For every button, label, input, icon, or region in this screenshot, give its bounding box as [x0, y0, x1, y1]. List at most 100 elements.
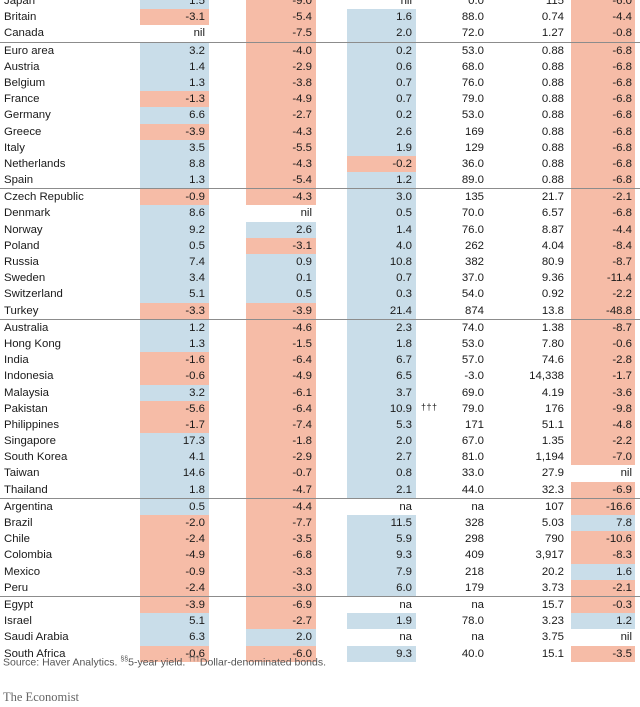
currency-change-cell: -7.0 — [571, 449, 635, 466]
currency-change-cell: 7.8 — [571, 515, 635, 532]
bond-yield-cell: 3.0 — [347, 189, 416, 206]
country-name: Egypt — [4, 598, 34, 611]
currency-change-cell: -3.6 — [571, 384, 635, 401]
currency-rate-cell: 27.9 — [541, 467, 564, 480]
budget-balance-cell: -4.4 — [246, 498, 316, 515]
currency-rate-cell: 3.23 — [541, 615, 564, 628]
current-account-cell: -2.4 — [140, 531, 209, 548]
current-account-cell: -3.1 — [140, 9, 209, 26]
country-name: Czech Republic — [4, 191, 84, 204]
table-row: Germany 6.6 -2.7 0.2 53.0 0.88 -6.8 — [0, 107, 640, 124]
current-account-cell: -0.6 — [140, 645, 209, 662]
table-row: Brazil -2.0 -7.7 11.5 328 5.03 7.8 — [0, 515, 640, 532]
table-row: Sweden 3.4 0.1 0.7 37.0 9.36 -11.4 — [0, 270, 640, 287]
current-account-cell: 6.3 — [140, 629, 209, 646]
budget-balance-cell: -4.7 — [246, 481, 316, 498]
table-row: South Korea 4.1 -2.9 2.7 81.0 1,194 -7.0 — [0, 449, 640, 466]
table-row: Malaysia 3.2 -6.1 3.7 69.0 4.19 -3.6 — [0, 384, 640, 401]
country-name: Peru — [4, 581, 29, 594]
current-account-cell: 8.6 — [140, 205, 209, 222]
bond-yield-cell: 5.3 — [347, 416, 416, 434]
bond-yield-cell: 4.0 — [347, 237, 416, 254]
bond-spread-cell: 76.0 — [461, 223, 484, 236]
currency-change-cell: -11.4 — [571, 270, 635, 287]
bond-spread-cell: 78.0 — [461, 615, 484, 628]
bond-spread-cell: 70.0 — [461, 207, 484, 220]
table-row: Norway 9.2 2.6 1.4 76.0 8.87 -4.4 — [0, 221, 640, 238]
budget-balance-cell: -3.0 — [246, 579, 316, 596]
bond-yield-cell: 0.3 — [347, 286, 416, 303]
bond-spread-cell: 68.0 — [461, 60, 484, 73]
current-account-cell: 1.4 — [140, 58, 209, 75]
currency-rate-cell: 0.88 — [541, 109, 564, 122]
bond-yield-cell: 0.7 — [347, 270, 416, 287]
currency-rate-cell: 0.88 — [541, 76, 564, 89]
budget-balance-cell: -4.0 — [246, 42, 316, 59]
bond-spread-cell: 76.0 — [461, 76, 484, 89]
country-name: Canada — [4, 27, 44, 40]
table-row: Singapore 17.3 -1.8 2.0 67.0 1.35 -2.2 — [0, 433, 640, 450]
country-name: Turkey — [4, 304, 39, 317]
country-name: Norway — [4, 223, 43, 236]
currency-change-cell: nil — [620, 467, 632, 480]
currency-change-cell: -6.8 — [571, 107, 635, 124]
country-name: Australia — [4, 321, 49, 334]
table-row: Greece -3.9 -4.3 2.6 169 0.88 -6.8 — [0, 123, 640, 140]
budget-balance-cell: -2.7 — [246, 613, 316, 630]
table-row: Colombia -4.9 -6.8 9.3 409 3,917 -8.3 — [0, 547, 640, 564]
current-account-cell: 1.3 — [140, 172, 209, 189]
bond-yield-cell: 6.5 — [347, 368, 416, 385]
currency-rate-cell: 0.74 — [541, 11, 564, 24]
currency-rate-cell: 0.88 — [541, 174, 564, 187]
currency-rate-cell: 176 — [544, 402, 564, 415]
budget-balance-cell: -5.4 — [246, 172, 316, 189]
current-account-cell: -1.3 — [140, 91, 209, 108]
table-row: Philippines -1.7 -7.4 5.3 171 51.1 -4.8 — [0, 416, 640, 434]
bond-spread-cell: 129 — [464, 141, 484, 154]
bond-yield-cell: 2.7 — [347, 449, 416, 466]
currency-change-cell: 1.6 — [571, 563, 635, 580]
table-row: Poland 0.5 -3.1 4.0 262 4.04 -8.4 — [0, 237, 640, 254]
country-name: Spain — [4, 174, 34, 187]
budget-balance-cell: -7.5 — [246, 25, 316, 42]
bond-yield-cell: 3.7 — [347, 384, 416, 401]
country-name: Argentina — [4, 500, 53, 513]
country-name: Colombia — [4, 549, 53, 562]
currency-change-cell: -8.4 — [571, 237, 635, 254]
country-name: Philippines — [4, 418, 60, 431]
current-account-cell: 5.1 — [140, 286, 209, 303]
currency-rate-cell: 20.2 — [541, 565, 564, 578]
table-row: Spain 1.3 -5.4 1.2 89.0 0.88 -6.8 — [0, 172, 640, 189]
currency-change-cell: nil — [620, 631, 632, 644]
budget-balance-cell: -3.3 — [246, 563, 316, 580]
country-name: Netherlands — [4, 157, 66, 170]
current-account-cell: 14.6 — [140, 465, 209, 482]
bond-spread-cell: 89.0 — [461, 174, 484, 187]
currency-change-cell: -8.7 — [571, 319, 635, 336]
bond-yield-cell: 2.0 — [347, 25, 416, 42]
budget-balance-cell: -7.7 — [246, 515, 316, 532]
budget-balance-cell: -9.0 — [246, 0, 316, 10]
country-name: South Africa — [4, 647, 66, 660]
economic-indicators-table: Japan 1.5 -9.0 nil 0.0 115 -6.0 Britain -3.1 -5.4… — [0, 0, 640, 662]
bond-yield-cell: 0.5 — [347, 205, 416, 222]
country-name: Mexico — [4, 565, 41, 578]
currency-rate-cell: 14,338 — [529, 370, 564, 383]
table-row: Switzerland 5.1 0.5 0.3 54.0 0.92 -2.2 — [0, 286, 640, 303]
brand-logo: The Economist — [3, 690, 80, 704]
budget-balance-cell: -0.7 — [246, 465, 316, 482]
country-name: Indonesia — [4, 370, 54, 383]
currency-rate-cell: 0.88 — [541, 125, 564, 138]
budget-balance-cell: -6.4 — [246, 352, 316, 369]
country-name: India — [4, 354, 29, 367]
current-account-cell: 6.6 — [140, 107, 209, 124]
current-account-cell: -0.9 — [140, 189, 209, 206]
bond-yield-cell: 7.9 — [347, 563, 416, 580]
budget-balance-cell: -1.5 — [246, 335, 316, 353]
currency-rate-cell: 1.38 — [541, 321, 564, 334]
currency-rate-cell: 13.8 — [541, 304, 564, 317]
budget-balance-cell: -3.5 — [246, 531, 316, 548]
budget-balance-cell: 2.6 — [246, 221, 316, 238]
currency-change-cell: -3.5 — [571, 645, 635, 662]
table-row: Thailand 1.8 -4.7 2.1 44.0 32.3 -6.9 — [0, 481, 640, 498]
